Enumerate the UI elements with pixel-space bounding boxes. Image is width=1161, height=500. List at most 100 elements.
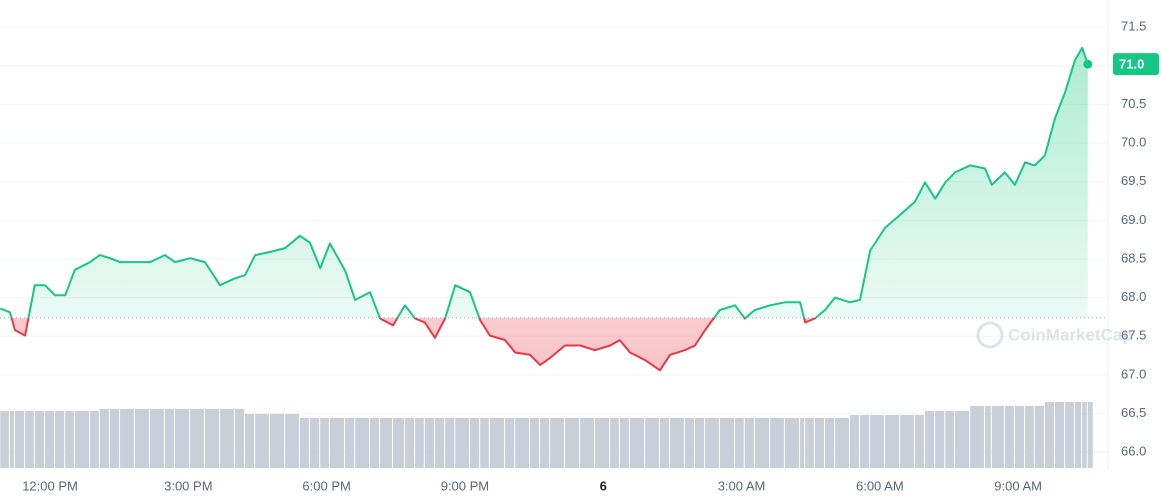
volume-bar — [1087, 402, 1093, 468]
volume-bar — [44, 411, 55, 468]
volume-bar — [954, 411, 970, 468]
x-tick-label: 3:00 PM — [164, 478, 212, 493]
volume-bar — [329, 418, 345, 468]
volume-bar — [925, 411, 935, 468]
volume-bar — [860, 415, 870, 468]
volume-bar — [380, 418, 393, 468]
volume-bar — [849, 415, 860, 468]
volume-bar — [814, 418, 824, 468]
volume-bar — [34, 411, 44, 468]
volume-bar — [369, 418, 380, 468]
x-tick-label: 6 — [600, 478, 607, 493]
volume-bar — [735, 418, 744, 468]
volume-bar — [705, 418, 719, 468]
x-tick-label: 3:00 AM — [718, 478, 766, 493]
volume-bar — [134, 409, 150, 468]
last-price-box — [1113, 53, 1159, 76]
volume-bar — [629, 418, 645, 468]
volume-bar — [434, 418, 445, 468]
volume-bar — [900, 415, 914, 468]
y-tick-label: 67.5 — [1121, 328, 1146, 343]
volume-bar — [515, 418, 529, 468]
y-tick-label: 66.5 — [1121, 405, 1146, 420]
volume-bar — [1055, 402, 1065, 468]
volume-bar — [564, 418, 580, 468]
volume-bar — [470, 418, 480, 468]
x-tick-label: 9:00 PM — [441, 478, 489, 493]
volume-bar — [455, 418, 470, 468]
volume-bar — [1065, 402, 1074, 468]
volume-bar — [619, 418, 629, 468]
y-tick-label: 68.0 — [1121, 289, 1146, 304]
volume-bar — [659, 418, 670, 468]
price-line-up — [0, 46, 1089, 318]
volume-bar — [14, 411, 25, 468]
volume-bar — [945, 411, 954, 468]
volume-bar — [269, 414, 285, 468]
volume-bar — [800, 418, 805, 468]
volume-bar — [120, 409, 134, 468]
volume-bar — [1034, 406, 1044, 468]
y-tick-label: 67.0 — [1121, 366, 1146, 381]
watermark-text: CoinMarketCap — [1008, 325, 1133, 344]
volume-bar — [835, 418, 849, 468]
volume-bar — [970, 406, 984, 468]
volume-bar — [25, 411, 34, 468]
y-tick-label: 70.0 — [1121, 134, 1146, 149]
volume-bar — [164, 409, 174, 468]
y-tick-label: 66.0 — [1121, 444, 1146, 459]
volume-bar — [245, 414, 255, 468]
x-tick-label: 6:00 PM — [302, 478, 350, 493]
volume-bar — [505, 418, 515, 468]
y-tick-label: 69.5 — [1121, 173, 1146, 188]
x-tick-label: 6:00 AM — [856, 478, 904, 493]
volume-bar — [255, 414, 269, 468]
volume-bar — [870, 415, 884, 468]
volume-bar — [991, 406, 1004, 468]
volume-bar — [65, 411, 74, 468]
volume-bar — [594, 418, 610, 468]
volume-bar — [1082, 402, 1087, 468]
volume-bar — [694, 418, 705, 468]
volume-bar — [824, 418, 835, 468]
volume-bar — [670, 418, 684, 468]
volume-bar — [645, 418, 659, 468]
volume-bar — [1004, 406, 1014, 468]
area-down — [0, 317, 1088, 371]
volume-bar — [550, 418, 564, 468]
watermark: CoinMarketCap — [976, 321, 1133, 349]
volume-bar — [580, 418, 594, 468]
volume-bar — [0, 411, 9, 468]
volume-bar — [9, 411, 14, 468]
volume-bar — [770, 418, 784, 468]
volume-bar — [355, 418, 369, 468]
volume-bar — [320, 418, 329, 468]
volume-bar — [540, 418, 550, 468]
volume-bar — [1025, 406, 1034, 468]
x-tick-label: 12:00 PM — [22, 478, 78, 493]
volume-bar — [174, 409, 190, 468]
x-tick-label: 9:00 AM — [994, 478, 1042, 493]
y-tick-label: 71.5 — [1121, 18, 1146, 33]
volume-bar — [234, 409, 245, 468]
volume-bar — [529, 418, 540, 468]
volume-bar — [1074, 402, 1082, 468]
volume-bar — [719, 418, 735, 468]
volume-bar — [805, 418, 814, 468]
volume-bar — [345, 418, 355, 468]
volume-bar — [489, 418, 505, 468]
volume-bar — [984, 406, 991, 468]
volume-bar — [784, 418, 800, 468]
volume-bar — [90, 411, 99, 468]
volume-bar — [74, 411, 90, 468]
volume-bar — [150, 409, 164, 468]
volume-bar — [109, 409, 120, 468]
volume-bar — [424, 418, 434, 468]
volume-bar — [204, 409, 220, 468]
volume-bar — [684, 418, 694, 468]
volume-bar — [935, 411, 945, 468]
area-up — [0, 47, 1088, 318]
volume-bar — [744, 418, 754, 468]
volume-bar — [310, 418, 320, 468]
